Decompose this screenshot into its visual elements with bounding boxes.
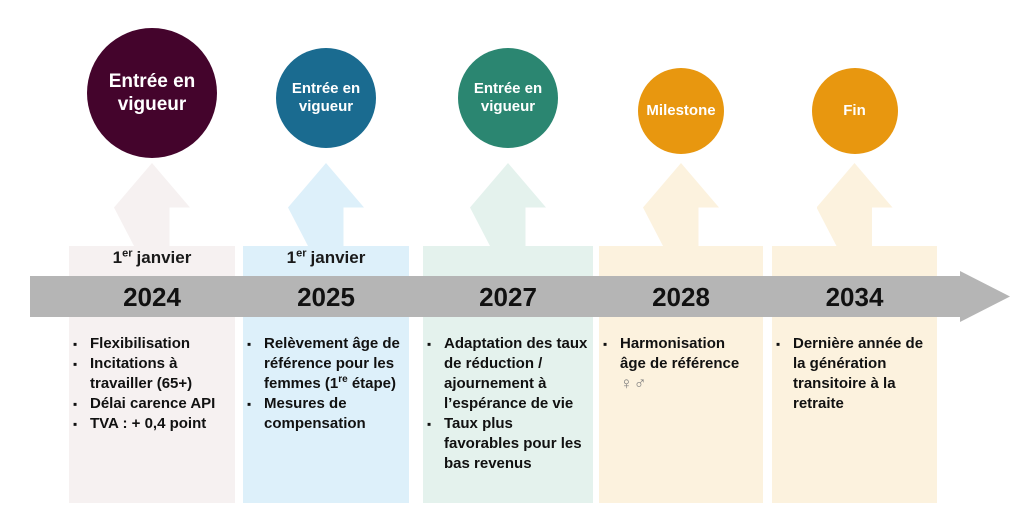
year-label: 2027 [479, 282, 537, 312]
circle-label: Entrée en vigueur [473, 79, 543, 115]
timeline-column-2027: Adaptation des taux de réduction / ajour… [423, 0, 593, 525]
timeline-column-2024: Flexibilisation Incitations à travailler… [69, 0, 235, 525]
milestone-circle: Fin [811, 68, 898, 154]
bullet-item: Adaptation des taux de réduction / ajour… [427, 334, 590, 414]
timeline-bar [30, 276, 962, 317]
up-arrow-icon [643, 163, 719, 247]
year-label: 2028 [652, 282, 710, 312]
up-arrow-icon [114, 163, 190, 247]
bullet-item: Incitations à travailler (65+) [73, 354, 220, 394]
bullet-item: Dernière année de la génération transito… [776, 334, 931, 414]
bullet-item: Flexibilisation [73, 334, 220, 354]
timeline-arrowhead-icon [960, 271, 1010, 322]
bullet-item: Taux plus favorables pour les bas revenu… [427, 414, 590, 474]
bullet-item: Relèvement âge de référence pour les fem… [247, 334, 404, 394]
bullet-list: Relèvement âge de référence pour les fem… [247, 334, 407, 434]
bullet-item: Harmonisation âge de référence ♀♂ [603, 334, 746, 395]
up-arrow-icon [470, 163, 546, 247]
female-male-icon: ♀♂ [620, 374, 648, 393]
bullet-list: Adaptation des taux de réduction / ajour… [427, 334, 591, 474]
bullet-item: Délai carence API [73, 394, 220, 414]
circle-label: Milestone [646, 101, 716, 119]
bullet-list: Dernière année de la génération transito… [776, 334, 935, 414]
bullet-list: Flexibilisation Incitations à travailler… [73, 334, 233, 434]
year-label: 2025 [297, 282, 355, 312]
date-label: 1er janvier [286, 247, 366, 267]
year-label: 2024 [123, 282, 181, 312]
circle-label: Entrée en vigueur [108, 70, 196, 115]
year-label: 2034 [825, 282, 884, 312]
up-arrow-icon [816, 163, 893, 247]
circle-label: Fin [843, 101, 866, 119]
milestone-circle: Entrée en vigueur [458, 48, 558, 148]
timeline-column-2028: Harmonisation âge de référence ♀♂ Milest… [599, 0, 763, 525]
bullet-item: Mesures de compensation [247, 394, 404, 434]
bullet-list: Harmonisation âge de référence ♀♂ [603, 334, 761, 395]
bullet-item: TVA : + 0,4 point [73, 414, 220, 434]
circle-label: Entrée en vigueur [291, 79, 361, 115]
timeline-column-2034: Dernière année de la génération transito… [772, 0, 937, 525]
milestone-circle: Entrée en vigueur [87, 28, 217, 158]
milestone-circle: Entrée en vigueur [276, 48, 376, 148]
timeline-column-2025: Relèvement âge de référence pour les fem… [243, 0, 409, 525]
date-label: 1er janvier [112, 247, 192, 267]
up-arrow-icon [288, 163, 364, 247]
milestone-circle: Milestone [638, 68, 724, 154]
